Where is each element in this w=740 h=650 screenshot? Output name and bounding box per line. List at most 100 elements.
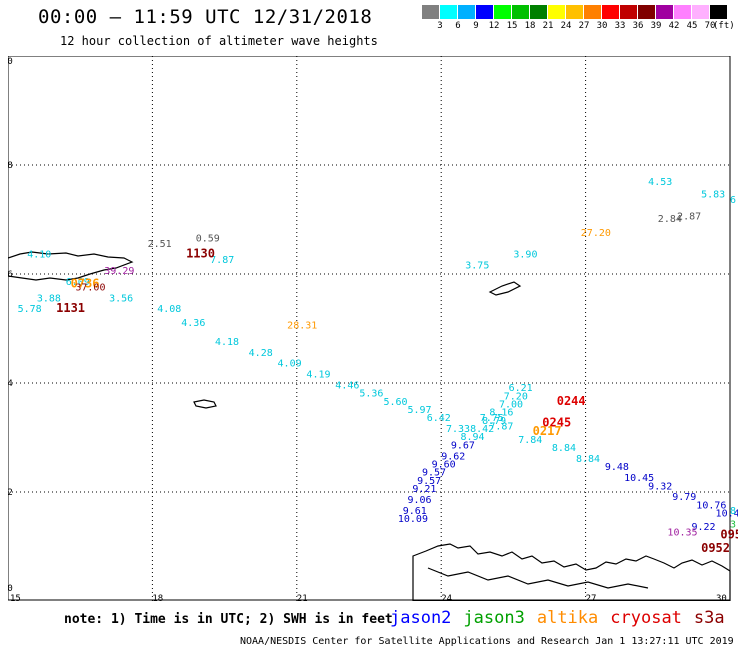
legend-swatch xyxy=(494,5,512,19)
legend-swatch xyxy=(530,5,548,19)
pass-time-label: 0245 xyxy=(542,416,571,430)
y-tick-label: 80 xyxy=(8,57,13,67)
wave-height-label: 9.60 xyxy=(432,459,456,470)
wave-height-label: 7.20 xyxy=(504,391,528,402)
legend-swatch xyxy=(620,5,638,19)
legend-label: 30 xyxy=(596,21,608,31)
legend-label: 36 xyxy=(632,21,644,31)
x-tick-label: 15 xyxy=(10,594,21,601)
wave-height-label: 9.67 xyxy=(451,440,475,451)
pass-time-label: 0217 xyxy=(533,424,562,438)
x-tick-label: 27 xyxy=(586,594,597,601)
satellite-legend: jason2 jason3 altika cryosat s3a xyxy=(390,608,737,628)
legend-label: 21 xyxy=(542,21,554,31)
wave-height-label: 28.31 xyxy=(287,321,317,332)
wave-height-label: 9.62 xyxy=(441,451,465,462)
wave-height-map: 15 18 21 24 27 30 80 78 76 74 72 70 4.53 5.83 27.20 2.8… xyxy=(8,56,738,601)
wave-height-label: 10.42 xyxy=(716,509,738,520)
legend-swatch xyxy=(566,5,584,19)
x-tick-label: 24 xyxy=(441,594,452,601)
legend-label: 39 xyxy=(650,21,662,31)
legend-unit: (ft) xyxy=(713,21,735,31)
legend-label: 18 xyxy=(524,21,536,31)
map-frame xyxy=(8,56,731,601)
wave-height-label: 6.09 xyxy=(66,277,90,288)
legend-label: 3 xyxy=(437,21,443,31)
legend-label: 12 xyxy=(488,21,500,31)
legend-label: 9 xyxy=(473,21,479,31)
pass-time-label: 0736 xyxy=(71,277,100,291)
pass-time-label: 0951 xyxy=(720,527,738,541)
x-tick-label: 21 xyxy=(297,594,308,601)
wave-height-label: 3.75 xyxy=(465,261,489,272)
wave-height-label: 8.84 xyxy=(552,443,576,454)
x-tick-label: 18 xyxy=(152,594,163,601)
pass-time-label: 1131 xyxy=(56,301,85,315)
credit-footer: NOAA/NESDIS Center for Satellite Applica… xyxy=(240,636,734,647)
wave-height-label: 8.79 xyxy=(482,416,506,427)
wave-height-label: 5.36 xyxy=(359,389,383,400)
legend-swatch xyxy=(656,5,674,19)
legend-swatch xyxy=(674,5,692,19)
wave-height-label: 4.53 xyxy=(648,177,672,188)
wave-height-label: 37.00 xyxy=(75,282,105,293)
wave-height-label: 4.08 xyxy=(157,304,181,315)
wave-height-label: 10.09 xyxy=(398,514,428,525)
y-tick-label: 74 xyxy=(8,379,13,389)
legend-swatch xyxy=(710,5,728,19)
legend-swatch xyxy=(422,5,440,19)
satellite-cryosat: cryosat xyxy=(610,608,682,628)
wave-height-label: 9.32 xyxy=(648,481,672,492)
satellite-s3a: s3a xyxy=(693,608,725,628)
legend-label: 42 xyxy=(668,21,680,31)
bjornoya-island xyxy=(193,399,217,409)
wave-height-label: 5.60 xyxy=(383,397,407,408)
wave-height-label: 9.48 xyxy=(605,462,629,473)
map-subtitle: 12 hour collection of altimeter wave hei… xyxy=(60,34,378,48)
legend-swatch xyxy=(638,5,656,19)
wave-height-label: 10.45 xyxy=(624,473,654,484)
legend-swatch xyxy=(512,5,530,19)
wave-height-label: 7.84 xyxy=(518,435,542,446)
wave-height-label: 6.21 xyxy=(509,383,533,394)
wave-height-label: 5.83 xyxy=(701,190,725,201)
legend-swatch xyxy=(584,5,602,19)
wave-height-label: 8.94 xyxy=(460,432,484,443)
wave-height-label: 9.21 xyxy=(412,484,436,495)
wave-height-label: 6.42 xyxy=(427,413,451,424)
wave-height-label: 3.90 xyxy=(513,250,537,261)
y-tick-label: 72 xyxy=(8,488,13,498)
wave-height-label: 7.00 xyxy=(499,400,523,411)
legend-swatch xyxy=(692,5,710,19)
y-tick-label: 78 xyxy=(8,161,13,171)
wave-height-label: 0.59 xyxy=(196,233,220,244)
wave-height-label: 4.46 xyxy=(335,380,359,391)
satellite-altika: altika xyxy=(536,608,599,628)
legend-label: 24 xyxy=(560,21,572,31)
pass-time-label: 0244 xyxy=(557,394,586,408)
wave-height-label: 8.84 xyxy=(576,454,600,465)
map-title: 00:00 – 11:59 UTC 12/31/2018 xyxy=(38,6,373,28)
wave-height-label: 2.84 xyxy=(658,214,682,225)
wave-height-label: 2.51 xyxy=(148,239,172,250)
wave-height-label: 7.75 xyxy=(480,413,504,424)
wave-height-label: 4.09 xyxy=(278,359,302,370)
wave-height-label: 8.16 xyxy=(489,408,513,419)
legend-swatch xyxy=(476,5,494,19)
wave-height-label: 7.33 xyxy=(446,424,470,435)
svalbard-coast xyxy=(8,251,134,281)
legend-swatch xyxy=(602,5,620,19)
wave-height-label: 4.28 xyxy=(249,348,273,359)
satellite-jason3: jason3 xyxy=(463,608,525,628)
coastline xyxy=(8,251,731,601)
norway-coast xyxy=(412,543,731,601)
wave-height-label: 4.10 xyxy=(27,250,51,261)
wave-height-label: 4.36 xyxy=(181,318,205,329)
wave-height-label: 6.60 xyxy=(730,195,738,206)
wave-height-label: 3.56 xyxy=(109,293,133,304)
legend-label: 45 xyxy=(686,21,698,31)
wave-height-label: 9.22 xyxy=(691,522,715,533)
wave-height-label: 10.76 xyxy=(696,500,726,511)
kong-karls-land xyxy=(488,281,522,296)
y-tick-label: 70 xyxy=(8,584,13,594)
